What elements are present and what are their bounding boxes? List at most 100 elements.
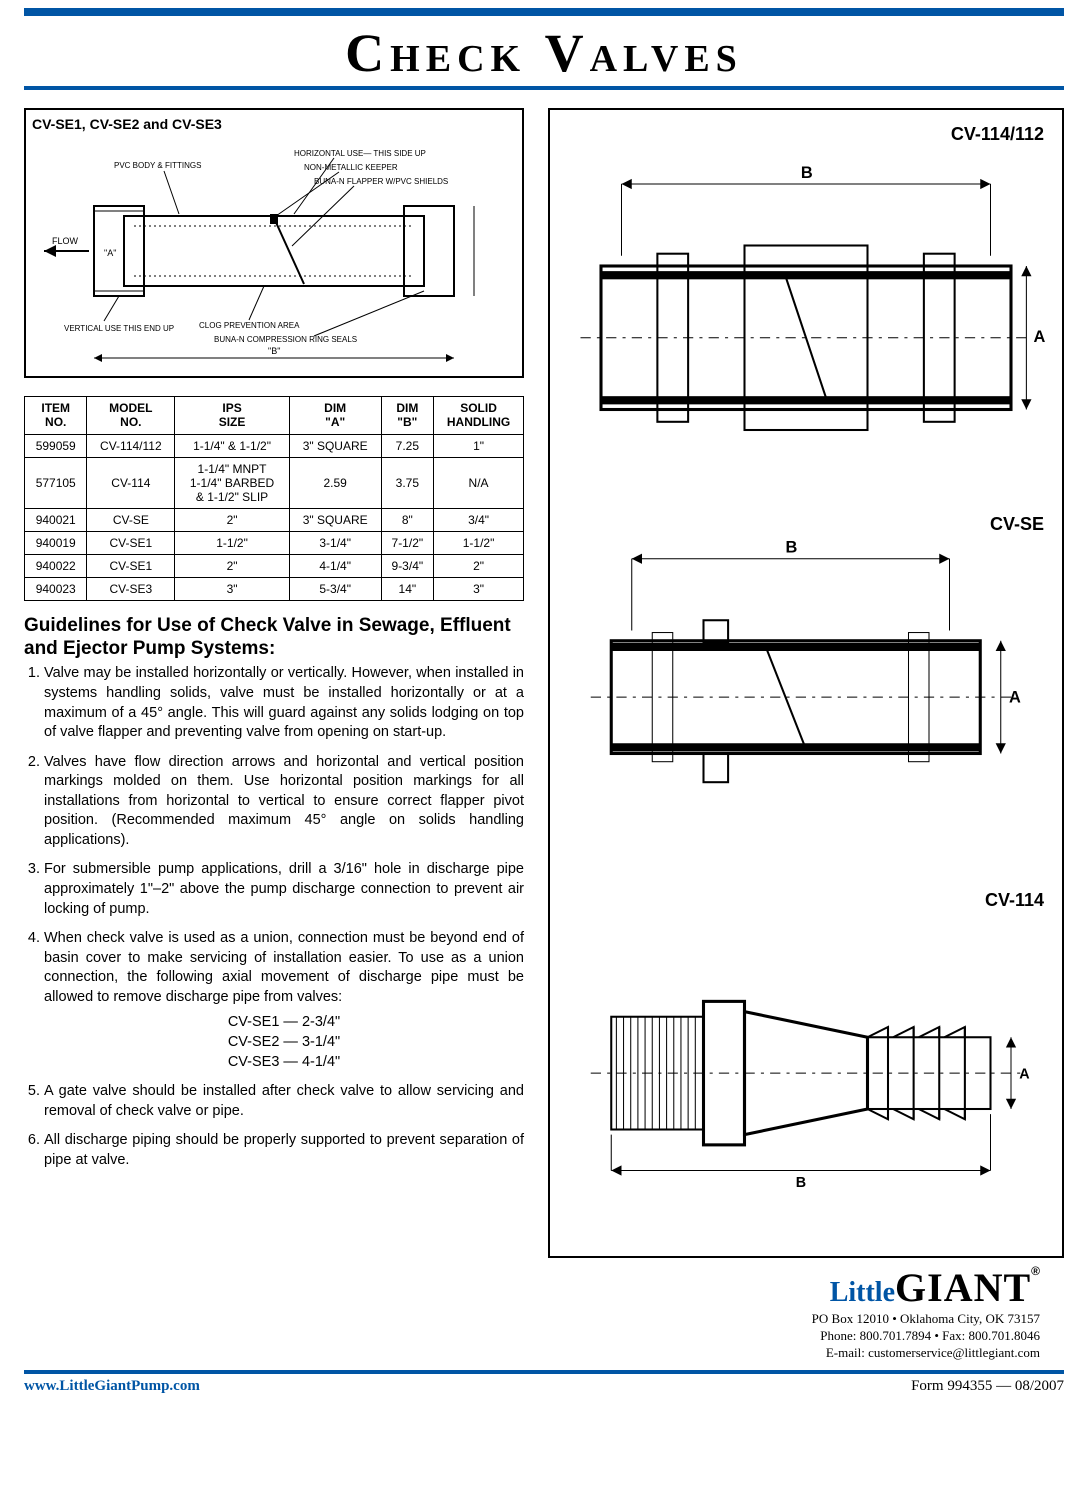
table-cell: 940021 bbox=[25, 508, 87, 531]
diagram-svg-2: B bbox=[560, 514, 1052, 870]
table-cell: 14" bbox=[381, 577, 434, 600]
svg-text:"B": "B" bbox=[268, 346, 280, 356]
table-cell: 2" bbox=[175, 554, 290, 577]
table-cell: 3" bbox=[175, 577, 290, 600]
svg-text:A: A bbox=[1009, 688, 1021, 706]
guidelines-heading: Guidelines for Use of Check Valve in Sew… bbox=[24, 615, 524, 661]
table-cell: 2" bbox=[434, 554, 524, 577]
diagram-svg-1: B bbox=[560, 120, 1052, 494]
spec-col-header: DIM"A" bbox=[289, 397, 381, 435]
bottom-rule bbox=[24, 1370, 1064, 1374]
spec-col-header: DIM"B" bbox=[381, 397, 434, 435]
spec-col-header: SOLIDHANDLING bbox=[434, 397, 524, 435]
top-rule bbox=[24, 8, 1064, 16]
table-cell: 7.25 bbox=[381, 434, 434, 457]
spec-table: ITEMNO.MODELNO.IPSSIZEDIM"A"DIM"B"SOLIDH… bbox=[24, 396, 524, 601]
table-cell: 3" SQUARE bbox=[289, 434, 381, 457]
diagram-cvse: CV-SE B bbox=[560, 514, 1052, 870]
spec-col-header: MODELNO. bbox=[87, 397, 175, 435]
table-cell: 940019 bbox=[25, 531, 87, 554]
guidelines-list: Valve may be installed horizontally or v… bbox=[24, 664, 524, 1170]
table-row: 577105CV-1141-1/4" MNPT1-1/4" BARBED& 1-… bbox=[25, 457, 524, 508]
svg-text:VERTICAL USE THIS END UP: VERTICAL USE THIS END UP bbox=[64, 324, 174, 333]
guideline-item: Valves have flow direction arrows and ho… bbox=[44, 753, 524, 851]
footer-form: Form 994355 — 08/2007 bbox=[911, 1378, 1064, 1395]
table-cell: 577105 bbox=[25, 457, 87, 508]
guideline-item: When check valve is used as a union, con… bbox=[44, 929, 524, 1072]
svg-text:"A": "A" bbox=[104, 248, 116, 258]
svg-text:HORIZONTAL USE— THIS SIDE UP: HORIZONTAL USE— THIS SIDE UP bbox=[294, 149, 426, 158]
brand-reg: ® bbox=[1031, 1264, 1040, 1278]
spec-col-header: IPSSIZE bbox=[175, 397, 290, 435]
svg-text:A: A bbox=[1034, 328, 1046, 346]
svg-text:PVC BODY & FITTINGS: PVC BODY & FITTINGS bbox=[114, 161, 201, 170]
diagram-cv114: CV-114 bbox=[560, 890, 1052, 1246]
right-column: CV-114/112 B bbox=[548, 108, 1064, 1362]
table-cell: 4-1/4" bbox=[289, 554, 381, 577]
svg-text:B: B bbox=[786, 539, 798, 557]
svg-text:FLOW: FLOW bbox=[52, 236, 79, 246]
brand-address: PO Box 12010 • Oklahoma City, OK 73157 bbox=[548, 1311, 1040, 1328]
table-cell: 1-1/2" bbox=[434, 531, 524, 554]
guideline-text: When check valve is used as a union, con… bbox=[44, 930, 524, 1005]
svg-text:NON-METALLIC KEEPER: NON-METALLIC KEEPER bbox=[304, 163, 398, 172]
axial-item: CV-SE1 — 2-3/4" bbox=[44, 1013, 524, 1033]
table-cell: 1-1/4" MNPT1-1/4" BARBED& 1-1/2" SLIP bbox=[175, 457, 290, 508]
table-cell: 9-3/4" bbox=[381, 554, 434, 577]
table-cell: CV-114 bbox=[87, 457, 175, 508]
brand-little: Little bbox=[830, 1277, 895, 1308]
table-cell: CV-SE bbox=[87, 508, 175, 531]
table-row: 940021CV-SE2"3" SQUARE8"3/4" bbox=[25, 508, 524, 531]
table-cell: 7-1/2" bbox=[381, 531, 434, 554]
svg-text:CLOG PREVENTION AREA: CLOG PREVENTION AREA bbox=[199, 321, 300, 330]
table-cell: CV-SE1 bbox=[87, 554, 175, 577]
table-cell: 940023 bbox=[25, 577, 87, 600]
guideline-item: A gate valve should be installed after c… bbox=[44, 1082, 524, 1121]
table-cell: CV-SE3 bbox=[87, 577, 175, 600]
footer-url: www.LittleGiantPump.com bbox=[24, 1378, 200, 1395]
diagram-label: CV-114 bbox=[985, 890, 1044, 911]
table-cell: CV-SE1 bbox=[87, 531, 175, 554]
brand-phone: Phone: 800.701.7894 • Fax: 800.701.8046 bbox=[548, 1328, 1040, 1345]
table-cell: 3" bbox=[434, 577, 524, 600]
table-cell: 1-1/2" bbox=[175, 531, 290, 554]
table-cell: 8" bbox=[381, 508, 434, 531]
right-diagrams-box: CV-114/112 B bbox=[548, 108, 1064, 1258]
table-row: 940019CV-SE11-1/2"3-1/4"7-1/2"1-1/2" bbox=[25, 531, 524, 554]
table-row: 940023CV-SE33"5-3/4"14"3" bbox=[25, 577, 524, 600]
diagram-cvse-box: CV-SE1, CV-SE2 and CV-SE3 FLOW bbox=[24, 108, 524, 378]
footer-brand: LittleGIANT® PO Box 12010 • Oklahoma Cit… bbox=[548, 1258, 1064, 1362]
svg-text:BUNA-N COMPRESSION RING SEALS: BUNA-N COMPRESSION RING SEALS bbox=[214, 335, 357, 344]
guideline-item: For submersible pump applications, drill… bbox=[44, 860, 524, 919]
brand-logo: LittleGIANT® bbox=[548, 1264, 1040, 1311]
table-cell: 2" bbox=[175, 508, 290, 531]
content: CV-SE1, CV-SE2 and CV-SE3 FLOW bbox=[0, 108, 1088, 1362]
diagram-label: CV-SE bbox=[990, 514, 1044, 535]
svg-text:A: A bbox=[1019, 1066, 1029, 1082]
diagram-label: CV-114/112 bbox=[951, 124, 1044, 145]
svg-text:B: B bbox=[796, 1175, 806, 1191]
table-cell: 5-3/4" bbox=[289, 577, 381, 600]
guideline-item: Valve may be installed horizontally or v… bbox=[44, 664, 524, 742]
diagram-cv114-112: CV-114/112 B bbox=[560, 120, 1052, 494]
table-cell: 1-1/4" & 1-1/2" bbox=[175, 434, 290, 457]
left-column: CV-SE1, CV-SE2 and CV-SE3 FLOW bbox=[24, 108, 524, 1362]
diagram-title: CV-SE1, CV-SE2 and CV-SE3 bbox=[32, 116, 516, 132]
table-row: 940022CV-SE12"4-1/4"9-3/4"2" bbox=[25, 554, 524, 577]
svg-text:BUNA-N FLAPPER W/PVC SHIELDS: BUNA-N FLAPPER W/PVC SHIELDS bbox=[314, 177, 448, 186]
table-cell: CV-114/112 bbox=[87, 434, 175, 457]
table-cell: 599059 bbox=[25, 434, 87, 457]
table-cell: 940022 bbox=[25, 554, 87, 577]
table-cell: 3-1/4" bbox=[289, 531, 381, 554]
spec-col-header: ITEMNO. bbox=[25, 397, 87, 435]
diagram-svg-3: A B bbox=[560, 890, 1052, 1246]
guideline-item: All discharge piping should be properly … bbox=[44, 1131, 524, 1170]
table-cell: 1" bbox=[434, 434, 524, 457]
axial-item: CV-SE3 — 4-1/4" bbox=[44, 1053, 524, 1073]
brand-email: E-mail: customerservice@littlegiant.com bbox=[548, 1345, 1040, 1362]
axial-list: CV-SE1 — 2-3/4" CV-SE2 — 3-1/4" CV-SE3 —… bbox=[44, 1013, 524, 1072]
table-cell: 3" SQUARE bbox=[289, 508, 381, 531]
table-cell: 3/4" bbox=[434, 508, 524, 531]
title-underline bbox=[24, 86, 1064, 90]
diagram-cvse-svg: FLOW PVC BODY & FITTINGS HORIZONTAL USE—… bbox=[32, 136, 516, 366]
